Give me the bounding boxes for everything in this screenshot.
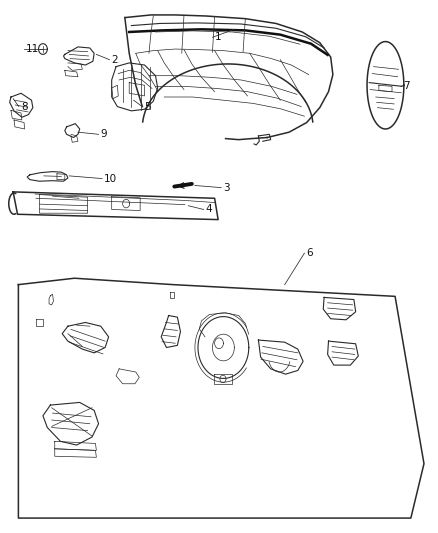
Text: 2: 2 <box>112 55 118 64</box>
Text: 5: 5 <box>145 102 151 111</box>
Text: 11: 11 <box>26 44 39 54</box>
Text: 9: 9 <box>101 130 107 139</box>
Text: 10: 10 <box>104 174 117 183</box>
Text: 3: 3 <box>223 183 230 192</box>
Text: 4: 4 <box>206 205 212 214</box>
Text: 1: 1 <box>215 33 221 42</box>
Text: 7: 7 <box>403 82 410 91</box>
Text: 8: 8 <box>21 102 28 111</box>
Text: 6: 6 <box>307 248 313 258</box>
